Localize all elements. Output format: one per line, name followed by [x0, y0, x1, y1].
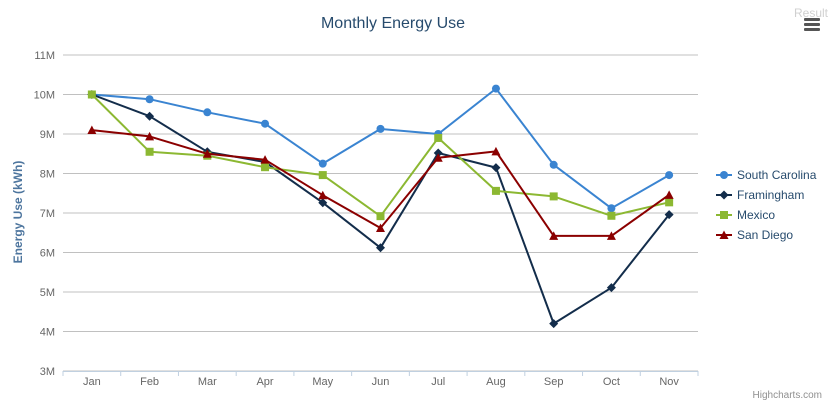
series-line[interactable]	[91, 93, 670, 218]
data-point-circle[interactable]	[376, 124, 385, 133]
x-tick-label: Nov	[659, 376, 679, 388]
y-tick-label: 11M	[34, 50, 55, 62]
x-tick-label: Jan	[83, 376, 101, 388]
data-point-circle[interactable]	[203, 108, 212, 117]
legend-symbol	[716, 190, 732, 200]
x-tick-label: Apr	[256, 376, 273, 388]
hamburger-menu-icon[interactable]	[804, 18, 820, 32]
x-tick-label: Oct	[603, 376, 620, 388]
data-point-triangle[interactable]	[260, 155, 270, 164]
data-point-triangle[interactable]	[87, 125, 97, 135]
data-point-square[interactable]	[549, 192, 558, 201]
chart-legend: South Carolina Framingham Mexico San Diego	[716, 165, 816, 245]
legend-symbol	[716, 230, 732, 239]
series-layer	[87, 84, 674, 329]
data-point-triangle[interactable]	[376, 223, 385, 233]
legend-label: Mexico	[737, 208, 776, 222]
x-tick-label: Aug	[486, 376, 506, 388]
data-point-diamond[interactable]	[491, 163, 501, 173]
chart-title: Monthly Energy Use	[321, 15, 465, 32]
y-tick-label: 10M	[34, 90, 55, 102]
legend-item[interactable]: South Carolina	[716, 165, 816, 185]
data-point-square[interactable]	[607, 211, 616, 220]
data-point-circle[interactable]	[261, 119, 270, 128]
legend-item[interactable]: Framingham	[716, 185, 816, 205]
result-label: Result	[793, 6, 828, 20]
data-point-triangle[interactable]	[664, 190, 674, 199]
data-point-circle[interactable]	[665, 171, 674, 180]
y-tick-label: 3M	[40, 366, 55, 378]
x-tick-label: May	[312, 376, 333, 388]
legend-label: Framingham	[737, 188, 805, 202]
data-point-circle[interactable]	[145, 95, 154, 104]
data-point-diamond[interactable]	[376, 243, 385, 253]
data-point-circle	[720, 171, 728, 179]
series-mexico	[87, 90, 674, 221]
data-point-diamond[interactable]	[145, 111, 155, 121]
data-point-square[interactable]	[491, 186, 500, 195]
y-tick-label: 6M	[40, 248, 55, 260]
data-point-square[interactable]	[145, 147, 154, 156]
data-point-square[interactable]	[434, 133, 443, 142]
data-point-circle[interactable]	[607, 204, 616, 213]
data-point-triangle	[719, 230, 729, 239]
data-point-diamond[interactable]	[606, 283, 616, 293]
data-point-triangle[interactable]	[606, 231, 616, 240]
legend-symbol	[716, 211, 732, 219]
credits-link[interactable]: Highcharts.com	[752, 390, 822, 401]
data-point-square[interactable]	[376, 212, 385, 221]
data-point-triangle[interactable]	[145, 131, 155, 141]
y-tick-label: 8M	[40, 169, 55, 181]
data-point-diamond[interactable]	[549, 319, 559, 329]
data-point-triangle[interactable]	[202, 149, 212, 158]
legend-symbol	[716, 171, 732, 179]
data-point-square[interactable]	[665, 198, 674, 207]
y-axis: 3M 4M 5M 6M 7M 8M 9M 10M 11M	[34, 50, 55, 378]
x-axis: Jan Feb Mar Apr May Jun Jul Aug Sep Oct Nov	[62, 371, 699, 388]
data-point-diamond[interactable]	[664, 210, 674, 220]
y-tick-label: 4M	[40, 327, 55, 339]
y-tick-label: 5M	[40, 287, 55, 299]
y-axis-title: Energy Use (kWh)	[11, 161, 25, 264]
series-line[interactable]	[91, 87, 670, 210]
data-point-square[interactable]	[261, 163, 270, 172]
series-san-diego	[87, 125, 674, 240]
data-point-triangle[interactable]	[491, 146, 501, 156]
data-point-circle[interactable]	[549, 160, 558, 169]
data-point-diamond	[719, 190, 729, 200]
x-tick-label: Jul	[431, 376, 445, 388]
data-point-triangle[interactable]	[318, 190, 328, 200]
data-point-square	[720, 211, 728, 219]
data-point-diamond[interactable]	[433, 148, 443, 158]
series-south-carolina	[87, 84, 674, 213]
data-point-square[interactable]	[87, 90, 96, 99]
legend-label: South Carolina	[737, 168, 817, 182]
legend-label: San Diego	[737, 228, 794, 242]
legend-item[interactable]: San Diego	[716, 225, 816, 245]
data-point-square[interactable]	[318, 171, 327, 180]
y-tick-label: 7M	[40, 208, 55, 220]
legend-item[interactable]: Mexico	[716, 205, 816, 225]
data-point-circle[interactable]	[491, 84, 500, 93]
data-point-diamond[interactable]	[318, 198, 328, 208]
data-point-triangle[interactable]	[433, 153, 443, 162]
x-tick-label: Mar	[198, 376, 217, 388]
y-tick-label: 9M	[40, 129, 55, 141]
data-point-triangle[interactable]	[549, 231, 559, 240]
data-point-circle[interactable]	[318, 159, 327, 168]
x-tick-label: Feb	[140, 376, 159, 388]
x-tick-label: Jun	[372, 376, 390, 388]
x-tick-label: Sep	[544, 376, 564, 388]
